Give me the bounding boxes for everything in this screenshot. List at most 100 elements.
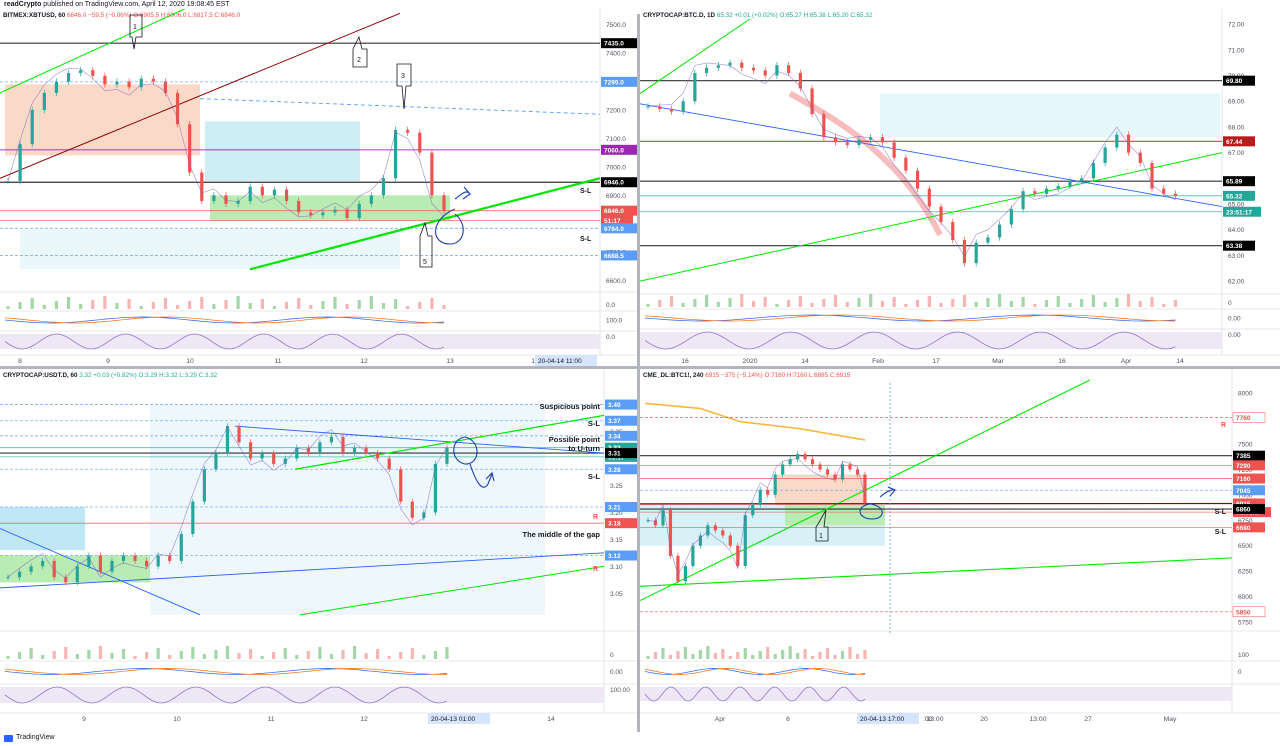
price-axis-tick: 7200.0 [606, 108, 626, 115]
candle-body [115, 81, 119, 85]
volume-bar [880, 301, 885, 307]
chart-panel-usdt-dominance[interactable]: CRYPTOCAP:USDT.D, 60 3.32 +0.03 (+0.82%)… [0, 369, 637, 732]
volume-bar [668, 655, 673, 659]
candle-body [740, 62, 744, 68]
candle-body [418, 132, 422, 153]
volume-bar [318, 647, 322, 659]
candle-body [716, 65, 720, 68]
price-label: 6846.0 [604, 208, 624, 215]
chart-panel-xbtusd[interactable]: BITMEX:XBTUSD, 60 6846.0 −59.5 (−0.86%) … [0, 9, 637, 366]
volume-bar [728, 656, 732, 659]
trend-line [0, 9, 186, 94]
price-label-bg [1233, 473, 1265, 484]
volume-bar [156, 648, 160, 659]
volume-bar [237, 653, 241, 659]
candle-body [706, 525, 710, 536]
candle-body [236, 201, 240, 204]
volume-bar [1009, 301, 1013, 307]
macd-line [4, 316, 445, 324]
macd-line [644, 668, 866, 675]
candle-body [1103, 147, 1107, 163]
candle-body [103, 75, 107, 85]
trend-line [294, 414, 605, 470]
volume-bar [781, 650, 785, 659]
footer: TradingView [0, 732, 1280, 746]
time-axis-tick: 11 [267, 716, 274, 723]
candle-body [42, 92, 46, 110]
candle-body [422, 512, 426, 518]
candle-body [833, 137, 838, 143]
volume-bar [681, 303, 685, 307]
volume-bar [798, 296, 802, 307]
volume-bar [855, 654, 860, 659]
price-label-bg [1223, 176, 1255, 187]
candle-body [151, 78, 155, 82]
price-label: 3.21 [608, 505, 621, 512]
horizontal-divider[interactable] [0, 366, 1280, 369]
time-axis-tick: 10 [186, 358, 194, 365]
price-label: 6860 [1236, 507, 1251, 514]
candle-body [822, 114, 826, 138]
envelope-line [7, 67, 445, 218]
ichimoku-cloud [0, 507, 85, 551]
candle-body [915, 170, 920, 189]
volume-bar [848, 647, 852, 659]
time-axis-tick: 14 [1176, 358, 1184, 365]
vertical-divider[interactable] [637, 14, 640, 732]
footer-brand[interactable]: TradingView [16, 734, 55, 741]
volume-bar [214, 650, 218, 659]
time-cursor-label: 20-04-13 17:00 [860, 716, 904, 723]
candle-body [818, 464, 822, 470]
candle-body [121, 555, 126, 561]
envelope-line [7, 426, 448, 579]
candle-body [986, 237, 990, 243]
volume-bar [200, 297, 204, 309]
candle-body [840, 464, 845, 480]
volume-bar [376, 649, 380, 659]
oscillator-axis-tick: 100.00 [610, 687, 630, 694]
candle-body [329, 436, 334, 443]
price-axis-tick: 62.00 [1228, 279, 1245, 286]
volume-bar [1033, 304, 1037, 307]
volume-bar [345, 304, 349, 309]
volume-bar [352, 646, 357, 659]
chart-panel-btc-dominance[interactable]: CRYPTOCAP:BTC.D, 1D 65.32 +0.01 (+0.02%)… [640, 9, 1280, 366]
candle-body [260, 453, 264, 459]
candle-body [163, 81, 168, 93]
price-label: 7385 [1236, 453, 1251, 460]
price-label: 3.12 [608, 553, 621, 560]
candle-body [260, 186, 264, 196]
callout-5-label: 5 [423, 259, 427, 266]
stop-loss-label: S-L [1215, 529, 1227, 536]
trend-line [640, 103, 1223, 208]
price-label: 5850 [1236, 609, 1251, 616]
time-cursor-label: 20-04-13 01:00 [431, 716, 475, 723]
candle-body [191, 501, 195, 534]
volume-bar [224, 300, 228, 309]
price-axis-tick: 3.20 [610, 510, 623, 517]
volume-bar [248, 303, 252, 309]
candle-body [41, 560, 45, 567]
chart-panel-cme-btc-futures[interactable]: CME_DL:BTC1!, 240 6915 −375 (−5.14%) O:7… [640, 369, 1280, 732]
candle-body [17, 571, 22, 578]
price-label-bg [1223, 136, 1255, 147]
price-axis-tick: 5750 [1238, 619, 1253, 626]
candle-body [393, 129, 398, 179]
resistance-label: R [1221, 422, 1226, 429]
volume-bar [306, 651, 310, 659]
time-axis-tick: 16 [1058, 358, 1066, 365]
price-axis-tick: 6250 [1238, 569, 1253, 576]
time-cursor-label-bg [535, 355, 597, 366]
hand-drawn-circle [453, 436, 478, 465]
time-axis-tick: 11 [274, 358, 281, 365]
chart-svg: CRYPTOCAP:BTC.D, 1D 65.32 +0.01 (+0.02%)… [640, 9, 1280, 365]
candle-body [766, 489, 770, 495]
price-label: 63.38 [1226, 243, 1243, 250]
candle-body [283, 458, 287, 464]
candle-body [64, 577, 68, 583]
price-label-bg [605, 415, 637, 426]
candle-body [1138, 152, 1142, 163]
volume-bar [387, 656, 391, 659]
price-label-bg [1223, 206, 1261, 217]
price-axis-tick: 3.25 [610, 483, 623, 490]
